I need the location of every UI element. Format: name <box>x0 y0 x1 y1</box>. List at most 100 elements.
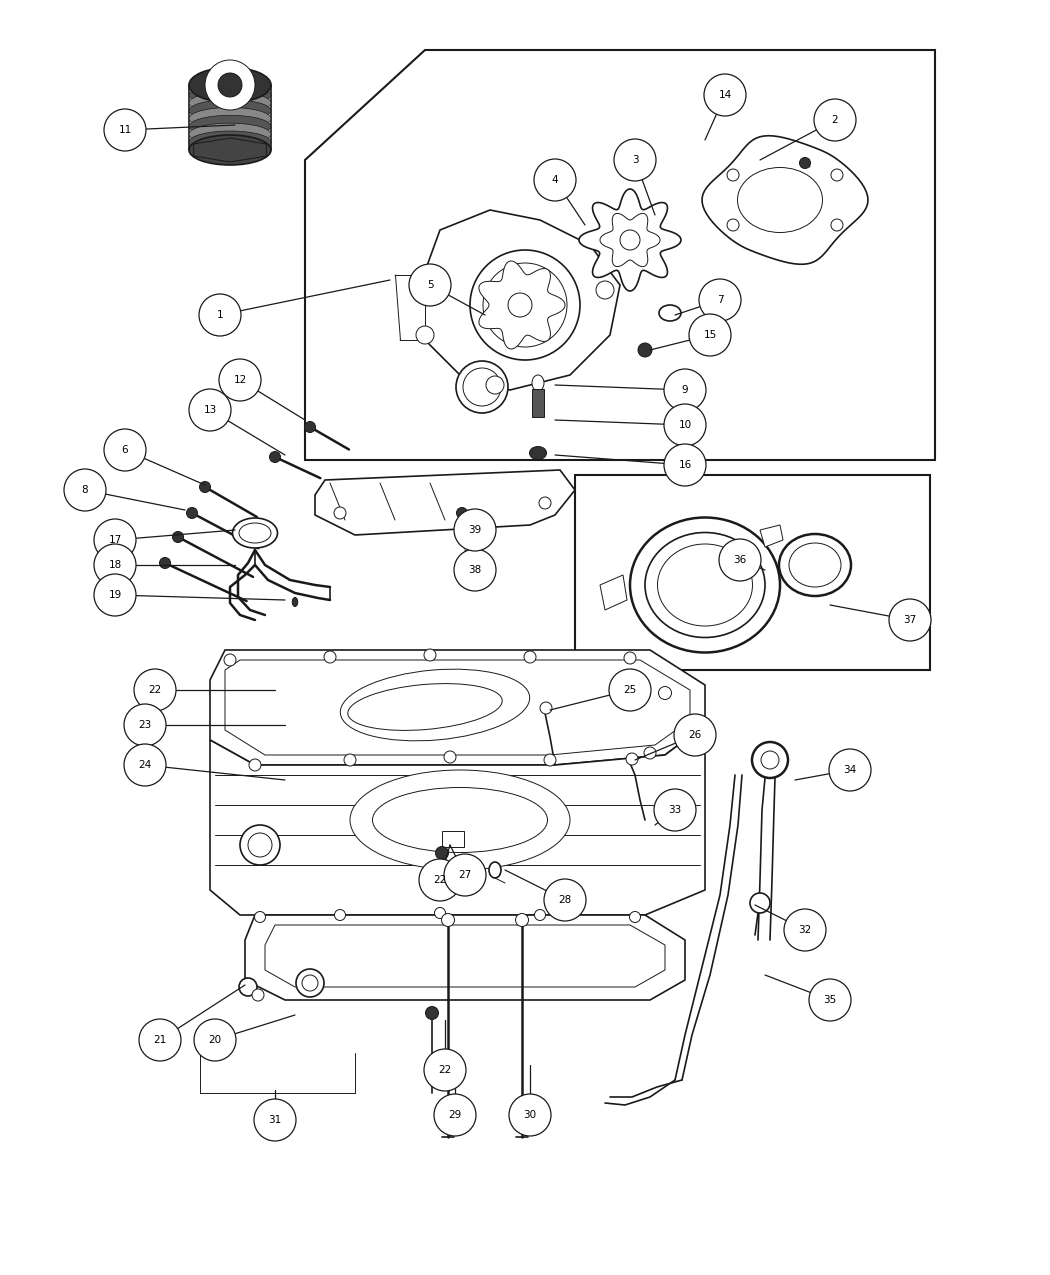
Text: 36: 36 <box>733 555 747 565</box>
Ellipse shape <box>630 518 780 653</box>
Circle shape <box>335 909 345 921</box>
Text: 22: 22 <box>439 1065 452 1075</box>
Text: 23: 23 <box>139 720 151 731</box>
Ellipse shape <box>463 368 501 405</box>
Circle shape <box>419 859 461 901</box>
Polygon shape <box>304 50 935 460</box>
Text: 5: 5 <box>426 280 434 289</box>
Circle shape <box>674 714 716 756</box>
Ellipse shape <box>489 862 501 878</box>
Circle shape <box>454 509 496 551</box>
Ellipse shape <box>232 518 277 548</box>
Circle shape <box>444 854 486 896</box>
Circle shape <box>761 751 779 769</box>
Text: 10: 10 <box>678 419 692 430</box>
Ellipse shape <box>789 543 841 586</box>
Circle shape <box>416 326 434 344</box>
Circle shape <box>410 264 452 306</box>
Circle shape <box>609 669 651 711</box>
Text: 37: 37 <box>903 615 917 625</box>
Text: 9: 9 <box>681 385 689 395</box>
FancyBboxPatch shape <box>442 831 464 847</box>
Circle shape <box>189 389 231 431</box>
Text: 8: 8 <box>82 484 88 495</box>
Circle shape <box>534 909 546 921</box>
Circle shape <box>719 539 761 581</box>
Ellipse shape <box>189 131 271 153</box>
Circle shape <box>889 599 931 641</box>
Ellipse shape <box>657 544 753 626</box>
Text: 6: 6 <box>122 445 128 455</box>
Circle shape <box>435 908 445 918</box>
Circle shape <box>187 507 197 519</box>
Text: 1: 1 <box>216 310 224 320</box>
Text: 14: 14 <box>718 91 732 99</box>
Circle shape <box>436 847 448 859</box>
Circle shape <box>172 532 184 542</box>
Circle shape <box>344 754 356 766</box>
Polygon shape <box>225 660 690 755</box>
Text: 24: 24 <box>139 760 151 770</box>
Circle shape <box>626 754 638 765</box>
Polygon shape <box>702 135 868 264</box>
Circle shape <box>664 368 706 411</box>
Circle shape <box>302 975 318 991</box>
Circle shape <box>425 1006 439 1020</box>
Text: 29: 29 <box>448 1111 462 1119</box>
Text: 15: 15 <box>704 330 716 340</box>
Ellipse shape <box>779 534 851 595</box>
Polygon shape <box>245 915 685 1000</box>
Text: 16: 16 <box>678 460 692 470</box>
Circle shape <box>218 73 242 97</box>
Circle shape <box>94 519 136 561</box>
Circle shape <box>508 293 532 317</box>
Circle shape <box>270 451 280 463</box>
Text: 26: 26 <box>689 731 701 739</box>
Text: 20: 20 <box>209 1035 222 1046</box>
Circle shape <box>324 652 336 663</box>
Circle shape <box>104 108 146 150</box>
Circle shape <box>200 295 242 337</box>
Circle shape <box>509 1094 551 1136</box>
Polygon shape <box>395 275 425 340</box>
Circle shape <box>614 139 656 181</box>
Ellipse shape <box>532 375 544 391</box>
Text: 30: 30 <box>524 1111 537 1119</box>
Circle shape <box>249 759 261 771</box>
Ellipse shape <box>189 115 271 138</box>
Ellipse shape <box>340 669 529 741</box>
Ellipse shape <box>456 361 508 413</box>
Circle shape <box>124 745 166 785</box>
Ellipse shape <box>659 305 681 321</box>
Circle shape <box>444 751 456 762</box>
Circle shape <box>64 469 106 511</box>
Circle shape <box>630 912 640 923</box>
Ellipse shape <box>189 107 271 130</box>
Text: 4: 4 <box>551 175 559 185</box>
FancyBboxPatch shape <box>575 476 930 669</box>
Circle shape <box>830 748 871 790</box>
Circle shape <box>664 444 706 486</box>
Ellipse shape <box>292 598 298 607</box>
Circle shape <box>750 892 770 913</box>
Polygon shape <box>315 470 575 536</box>
Polygon shape <box>210 725 705 915</box>
Circle shape <box>544 878 586 921</box>
Text: 22: 22 <box>434 875 446 885</box>
Polygon shape <box>600 213 660 266</box>
Circle shape <box>596 280 614 300</box>
Circle shape <box>486 376 504 394</box>
Polygon shape <box>420 210 620 390</box>
Circle shape <box>94 574 136 616</box>
Circle shape <box>252 989 264 1001</box>
Text: 28: 28 <box>559 895 571 905</box>
Text: 18: 18 <box>108 560 122 570</box>
Text: 38: 38 <box>468 565 482 575</box>
Circle shape <box>239 978 257 996</box>
Circle shape <box>831 170 843 181</box>
Text: 12: 12 <box>233 375 247 385</box>
Circle shape <box>424 1049 466 1091</box>
Text: 11: 11 <box>119 125 131 135</box>
Circle shape <box>296 969 324 997</box>
Circle shape <box>434 1094 476 1136</box>
